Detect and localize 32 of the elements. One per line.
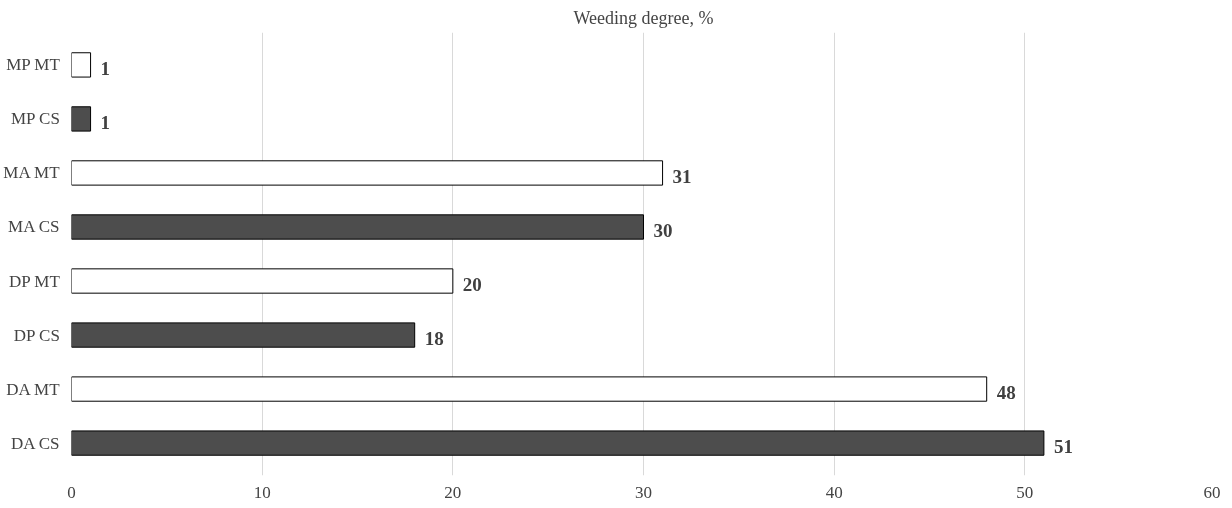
- bar: [71, 376, 988, 402]
- x-tick-label: 30: [635, 482, 652, 502]
- bar: [71, 160, 664, 186]
- y-tick-label: MP CS: [10, 109, 60, 129]
- data-label: 18: [424, 328, 444, 350]
- data-label: 20: [462, 274, 482, 296]
- y-tick-label: MP MT: [6, 55, 61, 75]
- x-tick-label: 40: [825, 482, 843, 502]
- x-tick-label: 50: [1016, 482, 1034, 502]
- data-label: 48: [996, 382, 1016, 404]
- chart-title: Weeding degree, %: [573, 7, 714, 28]
- y-tick-label: DP CS: [13, 325, 60, 345]
- data-label: 30: [653, 219, 673, 241]
- bar: [71, 322, 416, 348]
- bar: [71, 430, 1045, 456]
- y-tick-label: MA MT: [3, 163, 61, 183]
- y-tick-label: DA CS: [10, 433, 60, 453]
- bar: [71, 214, 644, 240]
- bar: [71, 52, 92, 78]
- x-tick-label: 10: [253, 482, 271, 502]
- y-tick-label: DA MT: [6, 379, 61, 399]
- data-label: 1: [100, 111, 111, 133]
- y-tick-label: MA CS: [8, 217, 60, 237]
- x-tick-label: 20: [444, 482, 462, 502]
- data-label: 1: [100, 57, 111, 79]
- data-label: 31: [672, 165, 692, 187]
- x-tick-label: 0: [67, 482, 76, 502]
- data-label: 51: [1053, 436, 1073, 458]
- bar: [71, 106, 92, 132]
- bar: [71, 268, 454, 294]
- x-tick-label: 60: [1203, 482, 1221, 502]
- y-tick-label: DP MT: [9, 271, 61, 291]
